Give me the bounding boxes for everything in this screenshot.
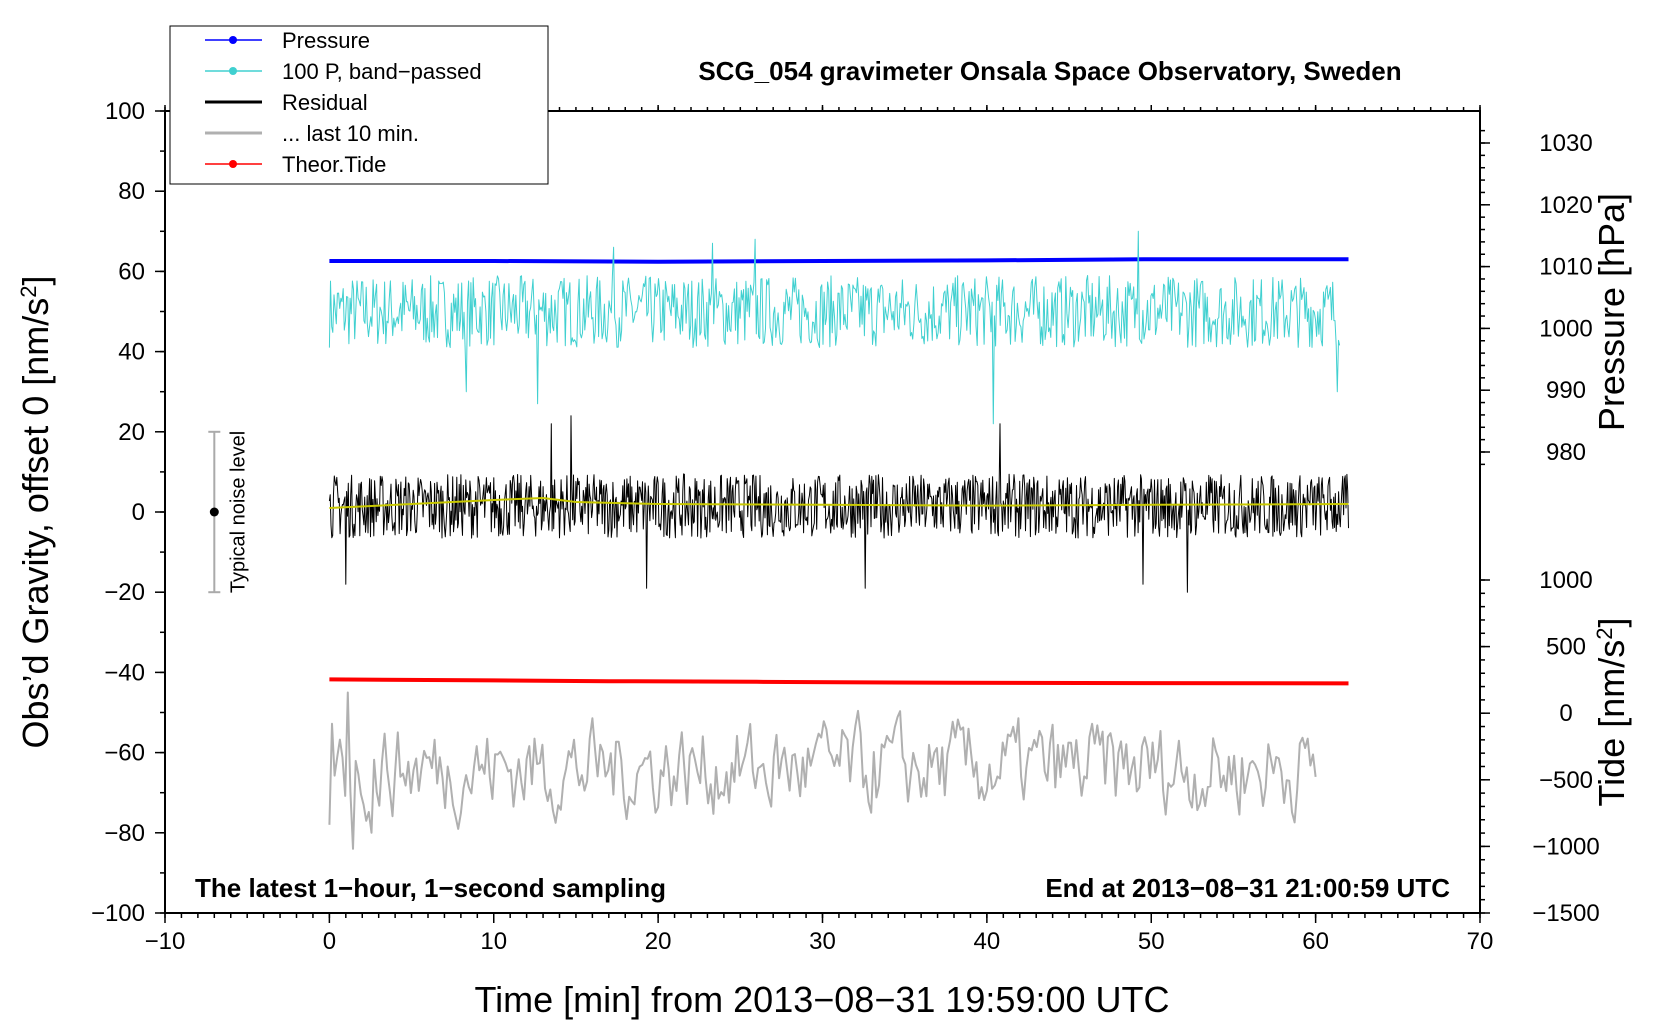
x-tick-label-4: 30 [809, 928, 836, 955]
legend-marker-4 [229, 160, 237, 168]
legend: Pressure 100 P, band−passed Residual ... la… [169, 25, 549, 185]
y-axis-label-left-tail: ] [15, 275, 56, 285]
tide-tick-label-4: 500 [1546, 634, 1586, 661]
series-line-1 [328, 230, 1341, 425]
pressure-tick-label-4: 1020 [1539, 192, 1592, 219]
x-tick-label-5: 40 [974, 928, 1001, 955]
y-axis-label-tide-tail: ] [1591, 618, 1632, 628]
series-line-3 [329, 497, 1349, 509]
series-line-4 [328, 691, 1317, 850]
y-tick-label-7: 40 [118, 339, 145, 366]
x-tick-label-0: −10 [145, 928, 186, 955]
x-tick-label-8: 70 [1467, 928, 1494, 955]
y-tick-label-1: −80 [104, 820, 145, 847]
noise-bar-center-dot [209, 507, 219, 517]
footnote-right: End at 2013−08−31 21:00:59 UTC [1045, 873, 1450, 903]
y-tick-label-9: 80 [118, 178, 145, 205]
y-axis-label-tide-main: Tide [nm/s [1591, 640, 1632, 807]
x-tick-label-3: 20 [645, 928, 672, 955]
series-line-5 [329, 677, 1349, 686]
y-tick-label-5: 0 [132, 499, 145, 526]
noise-level-indicator: Typical noise level [208, 430, 249, 594]
tide-tick-label-1: −1000 [1532, 833, 1599, 860]
y-axis-label-tide-sup: 2 [1592, 628, 1617, 640]
x-tick-label-1: 0 [323, 928, 336, 955]
pressure-tick-label-1: 990 [1546, 377, 1586, 404]
x-tick-label-6: 50 [1138, 928, 1165, 955]
pressure-tick-label-5: 1030 [1539, 130, 1592, 157]
legend-items: Pressure 100 P, band−passed Residual ... la… [205, 28, 482, 177]
y-tick-label-0: −100 [91, 900, 145, 927]
x-tick-label-2: 10 [480, 928, 507, 955]
y-axis-label-tide: Tide [nm/s2] [1591, 618, 1632, 807]
series-line-0 [329, 257, 1349, 264]
legend-label-3: ... last 10 min. [282, 121, 419, 146]
footnote-left: The latest 1−hour, 1−second sampling [195, 873, 666, 903]
legend-label-4: Theor.Tide [282, 152, 386, 177]
series-layer [328, 230, 1349, 850]
x-axis-label: Time [min] from 2013−08−31 19:59:00 UTC [474, 979, 1169, 1020]
y-tick-label-8: 60 [118, 258, 145, 285]
legend-box [169, 25, 549, 185]
y-axis-label-left: Obs’d Gravity, offset 0 [nm/s2] [15, 275, 56, 748]
legend-label-2: Residual [282, 90, 368, 115]
noise-level-label: Typical noise level [227, 431, 249, 593]
pressure-tick-label-0: 980 [1546, 439, 1586, 466]
legend-marker-0 [229, 36, 237, 44]
chart-title: SCG_054 gravimeter Onsala Space Observat… [698, 56, 1401, 86]
y-tick-label-6: 20 [118, 419, 145, 446]
legend-label-1: 100 P, band−passed [282, 59, 482, 84]
y-axis-label-pressure: Pressure [hPa] [1591, 193, 1632, 431]
y-tick-label-2: −60 [104, 740, 145, 767]
legend-marker-1 [229, 67, 237, 75]
y-tick-label-4: −20 [104, 579, 145, 606]
tide-tick-label-3: 0 [1559, 700, 1572, 727]
tide-tick-label-0: −1500 [1532, 900, 1599, 927]
y-axis-label-left-main: Obs’d Gravity, offset 0 [nm/s [15, 298, 56, 749]
y-tick-label-10: 100 [105, 98, 145, 125]
tide-tick-label-2: −500 [1539, 767, 1593, 794]
y-axis-label-left-sup: 2 [16, 285, 41, 297]
pressure-tick-label-3: 1010 [1539, 254, 1592, 281]
tide-tick-label-5: 1000 [1539, 567, 1592, 594]
pressure-tick-label-2: 1000 [1539, 315, 1592, 342]
x-tick-label-7: 60 [1302, 928, 1329, 955]
y-tick-label-3: −40 [104, 659, 145, 686]
legend-label-0: Pressure [282, 28, 370, 53]
series-line-2 [328, 415, 1349, 593]
ticks-layer: −10 0 10 20 30 40 50 60 70−100−80−60−40−20020406… [91, 98, 1600, 955]
